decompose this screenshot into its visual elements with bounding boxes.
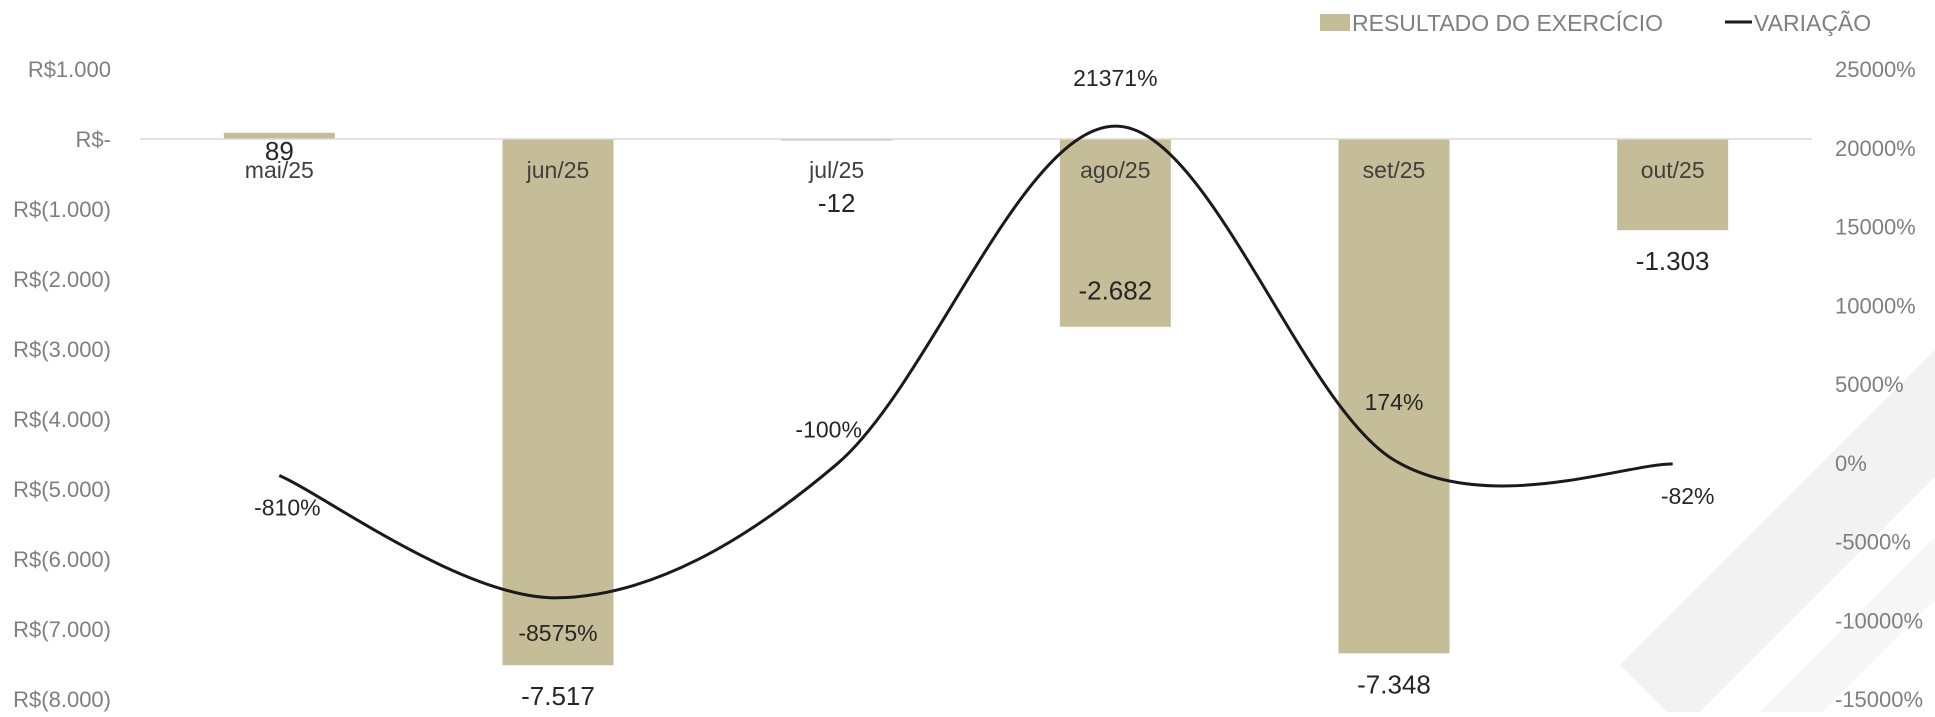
category-label: set/25 <box>1363 157 1426 183</box>
bar-mai/25 <box>223 132 335 139</box>
left-axis-tick: R$(5.000) <box>13 477 111 502</box>
category-label: out/25 <box>1641 157 1705 183</box>
category-label: jul/25 <box>808 157 864 183</box>
left-axis-tick: R$(3.000) <box>13 337 111 362</box>
right-axis-tick: 25000% <box>1835 57 1916 82</box>
bar-data-label: -7.348 <box>1357 669 1431 699</box>
right-axis-tick: -5000% <box>1835 530 1911 555</box>
left-axis-tick: R$- <box>76 127 111 152</box>
bar-jun/25 <box>502 139 614 666</box>
line-data-label: -810% <box>254 495 320 521</box>
left-axis-tick: R$(8.000) <box>13 687 111 712</box>
right-axis-tick: -15000% <box>1835 687 1923 712</box>
bar-set/25 <box>1338 139 1450 654</box>
right-axis-tick: 5000% <box>1835 372 1904 397</box>
line-data-label: -100% <box>795 416 861 442</box>
bar-data-label: -1.303 <box>1636 246 1710 276</box>
line-data-label: -82% <box>1661 483 1715 509</box>
category-label: mai/25 <box>245 157 314 183</box>
bar-ago/25 <box>1059 139 1171 327</box>
legend-label-variacao: VARIAÇÃO <box>1754 10 1871 36</box>
line-data-label: -8575% <box>518 620 597 646</box>
bar-data-label: -7.517 <box>521 681 595 711</box>
bar-data-label: -2.682 <box>1078 276 1152 306</box>
line-data-label: 174% <box>1365 389 1424 415</box>
left-axis-tick: R$(6.000) <box>13 547 111 572</box>
left-axis-tick: R$(7.000) <box>13 617 111 642</box>
left-axis-tick: R$(1.000) <box>13 197 111 222</box>
variacao-line <box>278 124 1673 600</box>
left-axis-tick: R$(2.000) <box>13 267 111 292</box>
bar-out/25 <box>1617 139 1729 231</box>
left-axis-tick: R$(4.000) <box>13 407 111 432</box>
watermark-logo <box>1620 350 1935 712</box>
right-axis-tick: 0% <box>1835 451 1867 476</box>
category-label: ago/25 <box>1080 157 1150 183</box>
legend-swatch-resultado <box>1320 14 1350 31</box>
bar-data-label: -12 <box>818 188 856 218</box>
right-axis-tick: 20000% <box>1835 136 1916 161</box>
category-label: jun/25 <box>526 157 590 183</box>
right-axis-tick: -10000% <box>1835 608 1923 633</box>
left-axis-tick: R$1.000 <box>28 57 111 82</box>
bar-data-label: 89 <box>265 136 294 166</box>
line-data-label: 21371% <box>1073 65 1157 91</box>
legend-label-resultado: RESULTADO DO EXERCÍCIO <box>1352 10 1663 36</box>
right-axis-tick: 10000% <box>1835 293 1916 318</box>
right-axis-tick: 15000% <box>1835 215 1916 240</box>
